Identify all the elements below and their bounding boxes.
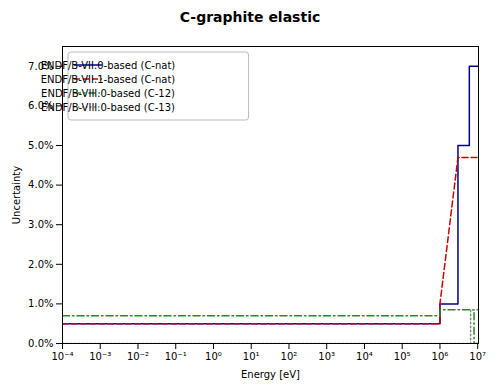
svg-text:10⁵: 10⁵ <box>394 351 411 362</box>
svg-text:ENDF/B-VIII.0-based (C-12): ENDF/B-VIII.0-based (C-12) <box>41 88 175 99</box>
svg-text:10³: 10³ <box>318 351 335 362</box>
svg-text:1.0%: 1.0% <box>28 298 53 309</box>
svg-text:10⁻⁴: 10⁻⁴ <box>51 351 73 362</box>
svg-text:5.0%: 5.0% <box>28 140 53 151</box>
svg-text:Uncertainty: Uncertainty <box>11 166 22 225</box>
svg-text:10⁶: 10⁶ <box>432 351 449 362</box>
svg-text:0.0%: 0.0% <box>28 338 53 349</box>
html-text:C-graphite elastic: C-graphite elastic <box>179 9 321 25</box>
svg-text:ENDF/B-VII.1-based (C-nat): ENDF/B-VII.1-based (C-nat) <box>41 74 176 85</box>
svg-text:10⁻¹: 10⁻¹ <box>165 351 187 362</box>
svg-text:ENDF/B-VII.0-based (C-nat): ENDF/B-VII.0-based (C-nat) <box>41 60 176 71</box>
svg-text:4.0%: 4.0% <box>28 179 53 190</box>
svg-text:10⁻³: 10⁻³ <box>89 351 111 362</box>
svg-text:3.0%: 3.0% <box>28 219 53 230</box>
svg-text:10¹: 10¹ <box>243 351 260 362</box>
svg-text:10⁴: 10⁴ <box>356 351 373 362</box>
svg-text:ENDF/B-VIII.0-based (C-13): ENDF/B-VIII.0-based (C-13) <box>41 102 175 113</box>
svg-text:10⁰: 10⁰ <box>205 351 222 362</box>
svg-text:10⁻²: 10⁻² <box>127 351 149 362</box>
svg-text:Energy [eV]: Energy [eV] <box>241 369 300 380</box>
svg-text:10²: 10² <box>281 351 298 362</box>
svg-text:2.0%: 2.0% <box>28 259 53 270</box>
svg-text:10⁷: 10⁷ <box>469 351 486 362</box>
